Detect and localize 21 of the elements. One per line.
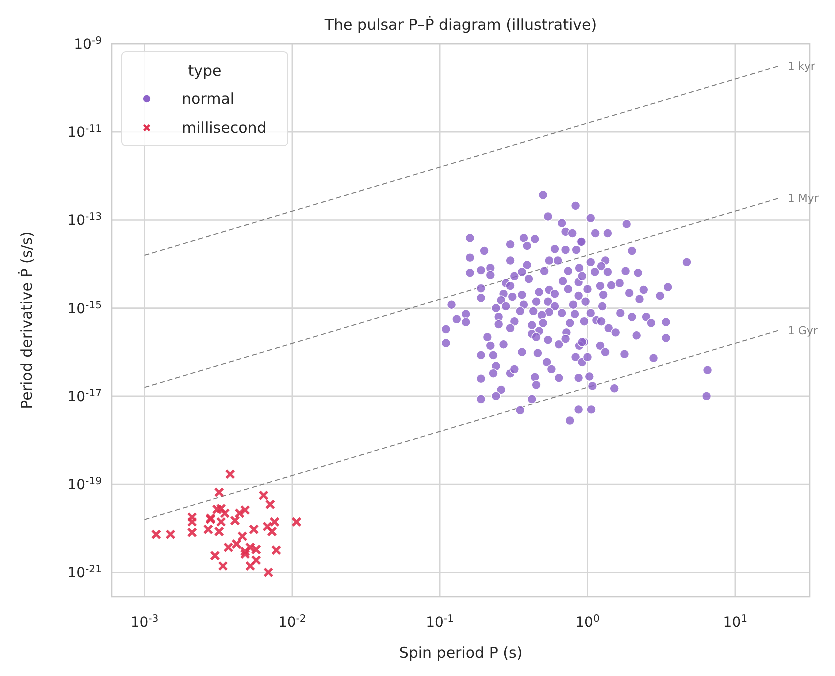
series-label: 1 Gyr: [788, 324, 818, 338]
legend-label: normal: [182, 90, 235, 108]
y-tick-label: 10$^{-9}$: [74, 36, 102, 53]
chart-title: The pulsar P–Ṗ diagram (illustrative): [324, 16, 598, 34]
y-tick-label: 10$^{-17}$: [68, 388, 102, 406]
x-tick-label: 10$^{0}$: [576, 614, 600, 631]
y-tick-label: 10$^{-15}$: [68, 300, 102, 318]
y-axis-title: Period derivative Ṗ (s/s): [18, 232, 36, 410]
x-tick-label: 10$^{1}$: [723, 614, 748, 631]
series-label: 1 Myr: [788, 192, 820, 206]
y-tick-label: 10$^{-11}$: [68, 124, 102, 142]
x-tick-label: 10$^{-2}$: [278, 614, 306, 631]
y-tick-label: 10$^{-13}$: [68, 212, 102, 230]
legend-label: millisecond: [182, 119, 267, 137]
y-tick-label: 10$^{-21}$: [68, 564, 102, 582]
y-tick-label: 10$^{-19}$: [68, 476, 102, 494]
series-label: 1 kyr: [788, 60, 816, 73]
x-axis-title: Spin period P (s): [399, 644, 523, 662]
x-tick-label: 10$^{-1}$: [426, 614, 454, 631]
x-tick-label: 10$^{-3}$: [130, 614, 159, 631]
legend-title: type: [188, 62, 222, 80]
